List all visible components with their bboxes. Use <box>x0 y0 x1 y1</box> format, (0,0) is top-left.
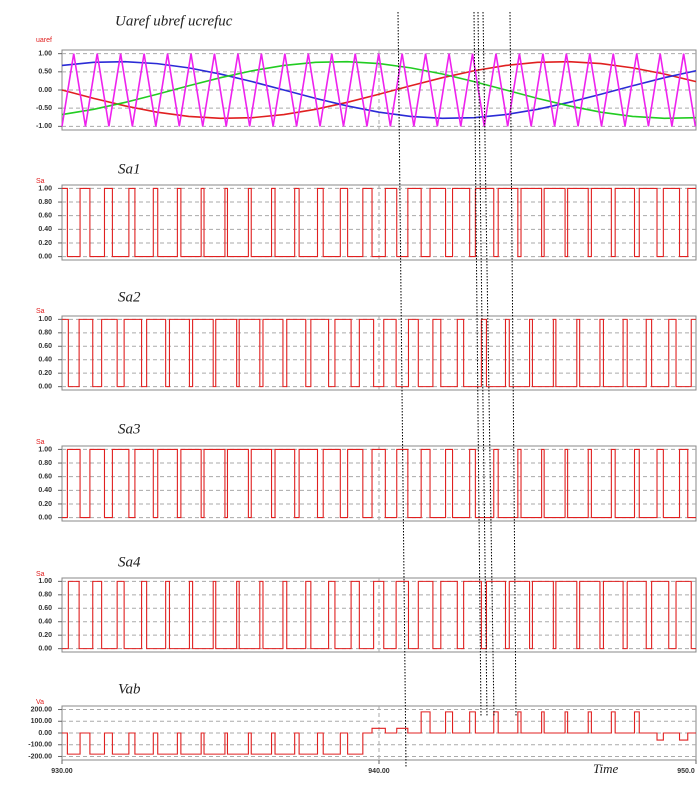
annotation-line <box>397 11 407 769</box>
series-line <box>62 448 696 519</box>
y-tick-label: 0.60 <box>38 343 52 350</box>
y-axis-label: Sa <box>36 178 45 185</box>
y-tick-label: 0.00 <box>38 253 52 260</box>
y-tick-label: 0.40 <box>38 226 52 233</box>
panel-title: Sa3 <box>118 421 141 437</box>
y-tick-label: 0.40 <box>38 487 52 494</box>
y-axis-label: Sa <box>36 308 45 315</box>
annotation-lines <box>397 11 517 769</box>
y-tick-label: 0.20 <box>38 501 52 508</box>
y-tick-label: 1.00 <box>38 316 52 323</box>
series-line <box>61 60 697 120</box>
x-axis-label: Time <box>593 761 619 776</box>
y-tick-label: -100.00 <box>28 742 52 749</box>
y-tick-label: 0.60 <box>38 474 52 481</box>
y-tick-label: 0.00 <box>38 383 52 390</box>
x-tick-label: 930.00 <box>51 768 73 775</box>
y-tick-label: 100.00 <box>31 718 53 725</box>
series-line <box>61 60 697 120</box>
y-tick-label: 0.00 <box>38 87 52 94</box>
panel-title: Uaref ubref ucrefuc <box>115 13 233 29</box>
y-tick-label: 0.40 <box>38 357 52 364</box>
annotation-line <box>473 11 482 717</box>
y-axis-label: Sa <box>36 571 45 578</box>
y-tick-label: 0.80 <box>38 592 52 599</box>
y-tick-label: 0.40 <box>38 619 52 626</box>
y-tick-label: 0.80 <box>38 199 52 206</box>
y-tick-label: -200.00 <box>28 753 52 760</box>
y-tick-label: 1.00 <box>38 185 52 192</box>
annotation-line <box>477 11 488 717</box>
y-tick-label: -1.00 <box>36 123 52 130</box>
y-tick-label: 200.00 <box>31 706 53 713</box>
panel-title: Sa1 <box>118 161 141 177</box>
series-line <box>62 711 696 755</box>
series-line <box>62 187 696 258</box>
series-line <box>62 318 696 388</box>
y-tick-label: 0.20 <box>38 240 52 247</box>
x-tick-label: 940.00 <box>368 768 390 775</box>
panels: Uaref ubref ucrefuc uaref 1.00 0.50 0.00 -0.5… <box>28 13 697 776</box>
y-tick-label: 0.00 <box>38 645 52 652</box>
y-tick-label: 1.00 <box>38 446 52 453</box>
y-axis-label: Sa <box>36 439 45 446</box>
y-tick-label: 0.20 <box>38 632 52 639</box>
y-tick-label: 0.00 <box>38 514 52 521</box>
y-tick-label: 0.00 <box>38 730 52 737</box>
y-tick-label: 0.60 <box>38 213 52 220</box>
y-tick-label: 1.00 <box>38 50 52 57</box>
panel-title: Sa4 <box>118 554 141 570</box>
x-tick-label: 950.0 <box>677 768 695 775</box>
y-tick-label: 0.50 <box>38 69 52 76</box>
annotation-line <box>482 11 495 717</box>
panel-title: Vab <box>118 681 141 697</box>
series-line <box>61 53 697 127</box>
annotation-line <box>509 11 517 717</box>
y-tick-label: 1.00 <box>38 578 52 585</box>
series-line <box>62 580 696 650</box>
y-tick-label: 0.80 <box>38 460 52 467</box>
y-tick-label: 0.80 <box>38 330 52 337</box>
panel-title: Sa2 <box>118 289 141 305</box>
y-tick-label: -0.50 <box>36 105 52 112</box>
y-tick-label: 0.20 <box>38 370 52 377</box>
y-axis-label: uaref <box>36 37 52 44</box>
series-line <box>61 60 697 120</box>
y-axis-label: Va <box>36 699 44 706</box>
y-tick-label: 0.60 <box>38 605 52 612</box>
